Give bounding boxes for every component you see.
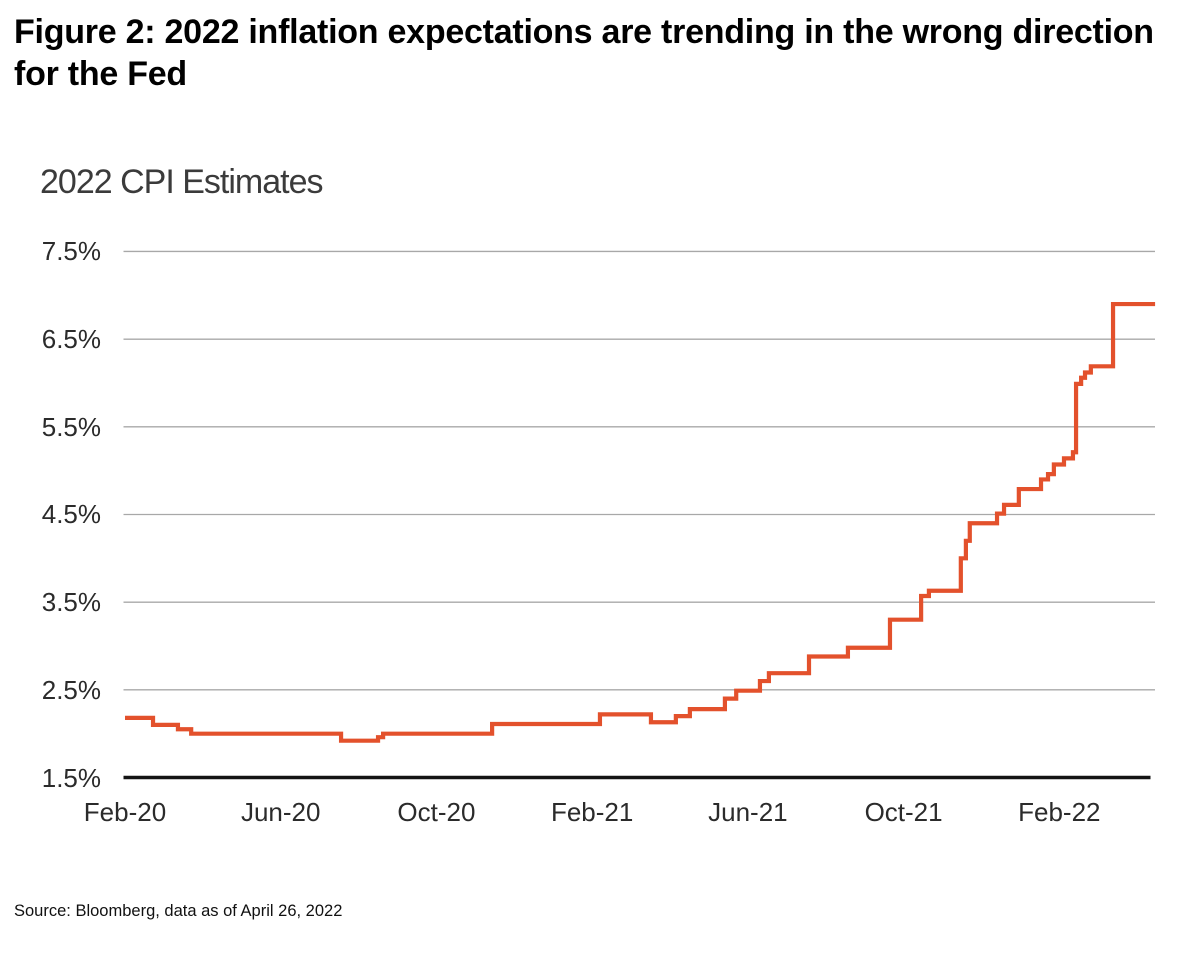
y-tick-label-3.5%: 3.5%: [41, 587, 101, 618]
figure-title: Figure 2: 2022 inflation expectations ar…: [14, 11, 1154, 95]
y-tick-label-1.5%: 1.5%: [41, 762, 101, 793]
cpi-estimate-series-line: [125, 301, 1156, 743]
x-tick-label-Jun-21: Jun-21: [708, 797, 788, 827]
x-tick-label-Feb-22: Feb-22: [1018, 797, 1101, 827]
chart-title: 2022 CPI Estimates: [40, 163, 323, 201]
x-tick-label-Jun-20: Jun-20: [240, 797, 321, 827]
figure-title-line-1: Figure 2: 2022 inflation expectations ar…: [14, 13, 1154, 51]
x-tick-label-Oct-21: Oct-21: [864, 797, 943, 827]
figure-title-line-2: for the Fed: [14, 55, 187, 93]
source-note: Source: Bloomberg, data as of April 26, …: [14, 902, 343, 920]
y-tick-label-4.5%: 4.5%: [41, 499, 101, 530]
y-tick-label-5.5%: 5.5%: [41, 411, 101, 442]
y-tick-label-2.5%: 2.5%: [41, 674, 101, 705]
y-tick-label-6.5%: 6.5%: [41, 324, 101, 355]
y-tick-label-7.5%: 7.5%: [41, 236, 101, 267]
x-tick-label-Feb-21: Feb-21: [550, 797, 634, 827]
x-tick-label-Feb-20: Feb-20: [83, 797, 167, 827]
x-tick-label-Oct-20: Oct-20: [397, 797, 476, 827]
